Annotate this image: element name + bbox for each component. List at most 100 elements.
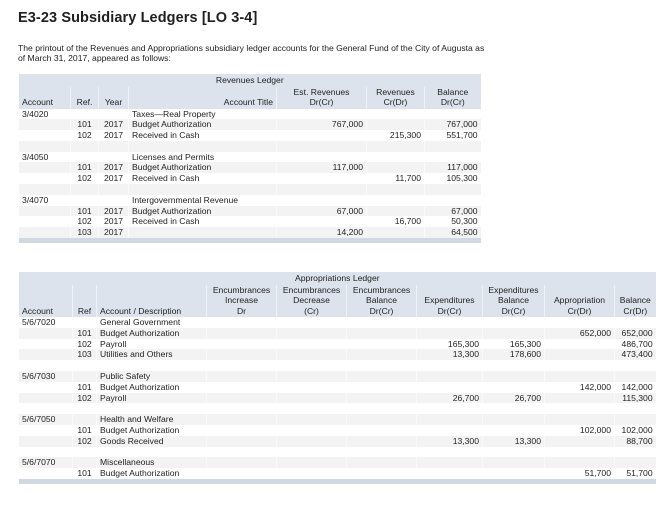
balance-cell: 652,000 [613,327,656,339]
balance-cell: 67,000 [423,205,481,217]
account-cell [18,184,71,195]
balance-cell: 88,700 [613,435,656,447]
account-cell: 3/4020 [18,108,71,120]
appropriation-cell [544,392,615,404]
appropriation-cell [544,435,615,447]
col-balance: Balance Dr(Cr) [423,86,481,109]
encumbrances-decrease-cell [276,370,347,382]
balance-cell [613,446,656,458]
table-row: 3/4020 Taxes—Real Property [18,108,481,120]
table-row: 102 Payroll 26,700 26,700 115,300 [18,392,656,404]
expenditures-balance-cell [482,327,545,339]
ref-cell [70,194,99,206]
ref-cell [70,184,99,195]
table-row: 102 2017 Received in Cash 215,300 551,700 [18,130,481,141]
ref-cell: 101 [70,205,99,217]
description-cell: Utilities and Others [96,349,207,361]
revenues-cell [366,227,425,239]
encumbrances-decrease-cell [276,435,347,447]
balance-cell: 473,400 [613,349,656,361]
est-revenues-cell: 14,200 [276,227,367,239]
header-line: Dr(Cr) [369,305,394,316]
ref-cell [72,457,97,469]
account-title-cell: Received in Cash [128,173,277,185]
account-title-cell: Budget Authorization [128,119,277,131]
encumbrances-balance-cell [346,457,417,469]
account-cell: 5/6/7070 [18,457,73,469]
table-row: 101 Budget Authorization 102,000 102,000 [18,424,656,436]
header-line: Dr(Cr) [440,97,465,107]
encumbrances-decrease-cell [276,414,347,425]
appropriation-cell: 142,000 [544,381,615,393]
account-cell [18,349,73,361]
expenditures-balance-cell: 26,700 [482,392,545,404]
encumbrances-decrease-cell [276,338,347,350]
expenditures-cell [416,446,483,458]
header-line: Balance [365,295,398,305]
encumbrances-decrease-cell [276,349,347,361]
encumbrances-increase-cell [206,338,277,350]
balance-cell [423,140,481,152]
encumbrances-balance-cell [346,392,417,404]
col-year: Year [98,86,129,109]
expenditures-balance-cell [482,360,545,371]
description-cell: Miscellaneous [96,457,207,469]
header-line: Increase [225,295,258,305]
appropriation-cell: 102,000 [544,424,615,436]
col-balance: Balance Cr(Dr) [613,284,656,317]
ref-cell: 102 [72,338,97,350]
col-account: Account [18,86,71,109]
header-line: Est. Revenues [293,86,350,97]
header-line: Dr(Cr) [501,305,526,316]
year-cell: 2017 [98,173,129,185]
table-bottom-border [17,478,656,484]
balance-cell: 117,000 [423,162,481,174]
header-line: Expenditures [488,284,539,295]
col-account-title: Account Title [128,86,277,109]
expenditures-cell [416,424,483,436]
balance-cell [423,108,481,120]
description-cell: Budget Authorization [96,424,207,436]
col-ref: Ref. [70,86,99,109]
table-row [18,403,656,415]
encumbrances-decrease-cell [276,360,347,371]
header-line: Dr(Cr) [309,97,334,107]
expenditures-balance-cell [482,446,545,458]
description-cell: General Government [96,317,207,328]
est-revenues-cell [276,184,367,195]
balance-cell [613,457,656,469]
balance-cell: 115,300 [613,392,656,404]
table-row: 102 Goods Received 13,300 13,300 88,700 [18,435,656,447]
appropriation-cell [544,414,615,425]
account-cell [18,392,73,404]
description-cell: Budget Authorization [96,327,207,339]
expenditures-cell [416,414,483,425]
account-cell: 3/4050 [18,151,71,163]
encumbrances-decrease-cell [276,392,347,404]
account-cell [18,227,71,239]
year-cell [98,140,129,152]
est-revenues-cell [276,173,367,185]
description-cell: Payroll [96,338,207,350]
account-cell: 5/6/7030 [18,370,73,382]
encumbrances-balance-cell [346,468,417,479]
appropriation-cell [544,403,615,415]
col-expenditures-balance: Expenditures Balance Dr(Cr) [482,284,545,317]
col-revenues: Revenues Cr(Dr) [366,86,425,109]
appropriation-cell: 652,000 [544,327,615,339]
encumbrances-increase-cell [206,468,277,479]
revenues-cell [366,119,425,131]
encumbrances-increase-cell [206,446,277,458]
header-line: Revenues [376,86,415,97]
appropriation-cell [544,338,615,350]
appropriation-cell [544,446,615,458]
encumbrances-balance-cell [346,360,417,371]
header-line: Appropriation [553,295,606,305]
ref-cell [72,370,97,382]
header-line: Cr(Dr) [383,97,408,107]
header-line: Balance [619,295,651,305]
revenues-cell: 16,700 [366,216,425,228]
est-revenues-cell [276,194,367,206]
table-row: 3/4050 Licenses and Permits [18,151,481,163]
revenues-cell [366,140,425,152]
